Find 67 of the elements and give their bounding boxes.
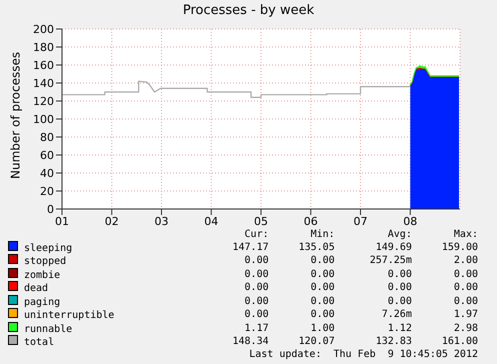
- text: 2.00: [452, 254, 478, 268]
- text: 0.00: [386, 268, 412, 281]
- text: 0.00: [244, 294, 269, 308]
- y-tick-label: 60: [40, 148, 54, 162]
- text: Min:: [310, 229, 335, 240]
- y-tick-label: 0: [47, 202, 54, 216]
- text: 1.97: [452, 308, 478, 322]
- text: 7.26m: [380, 308, 412, 322]
- y-axis-title: Number of processes: [8, 52, 22, 179]
- text: 148.34: [232, 335, 269, 348]
- text: 0.00: [244, 308, 269, 322]
- legend-label: stopped: [23, 255, 68, 268]
- chart-title: Processes - by week: [182, 2, 316, 20]
- x-tick-label: 03: [154, 214, 168, 228]
- legend-label: paging: [23, 296, 62, 308]
- text: 0.00: [310, 294, 335, 308]
- text: 0.00: [452, 268, 478, 281]
- text: 257.25m: [368, 254, 412, 268]
- y-tick-label: 140: [33, 76, 54, 90]
- x-tick-label: 04: [204, 214, 218, 228]
- y-tick-label: 180: [33, 40, 54, 54]
- text: 0.00: [310, 268, 335, 281]
- y-tick-label: 160: [33, 58, 54, 72]
- legend-label: runnable: [23, 322, 74, 335]
- text: 0.00: [310, 281, 335, 294]
- y-tick-label: 120: [33, 94, 54, 108]
- text: 0.00: [244, 254, 269, 268]
- text: 0.00: [452, 281, 478, 294]
- text: 1.00: [310, 322, 335, 335]
- text: 161.00: [440, 335, 478, 348]
- y-tick-label: 200: [33, 22, 54, 36]
- x-tick-label: 01: [55, 214, 69, 228]
- text: Max:: [452, 229, 478, 240]
- text: 135.05: [298, 240, 335, 254]
- x-tick-label: 05: [254, 214, 268, 228]
- text: Avg:: [386, 229, 412, 240]
- y-tick-label: 80: [40, 130, 54, 144]
- legend-label: total: [23, 336, 56, 348]
- x-tick-label: 08: [403, 214, 418, 228]
- text: 0.00: [310, 254, 335, 268]
- text: 149.69: [374, 240, 412, 254]
- text: 0.00: [386, 281, 412, 294]
- legend-label: uninterruptible: [23, 309, 116, 322]
- text: 0.00: [452, 294, 478, 308]
- text: 0.00: [244, 268, 269, 281]
- text: 120.07: [298, 335, 335, 348]
- text: 1.12: [386, 322, 412, 335]
- text: Cur:: [244, 229, 269, 240]
- x-tick-label: 06: [304, 214, 318, 228]
- text: 0.00: [386, 294, 412, 308]
- x-tick-label: 02: [104, 214, 119, 228]
- text: 147.17: [232, 240, 269, 254]
- y-tick-label: 40: [40, 166, 54, 180]
- legend-label: dead: [23, 282, 50, 294]
- text: 159.00: [440, 240, 478, 254]
- line-series: [62, 80, 411, 98]
- text: 2.98: [452, 322, 478, 335]
- x-tick-label: 07: [354, 214, 368, 228]
- text: 0.00: [310, 308, 335, 322]
- y-tick-label: 20: [40, 184, 54, 198]
- text: 0.00: [244, 281, 269, 294]
- text: 132.83: [374, 335, 412, 348]
- text: Last update: Thu Feb 9 10:45:05 2012: [248, 348, 478, 360]
- legend-label: sleeping: [23, 242, 74, 254]
- legend-label: zombie: [23, 268, 62, 281]
- y-tick-label: 100: [33, 112, 54, 126]
- text: 1.17: [244, 322, 269, 335]
